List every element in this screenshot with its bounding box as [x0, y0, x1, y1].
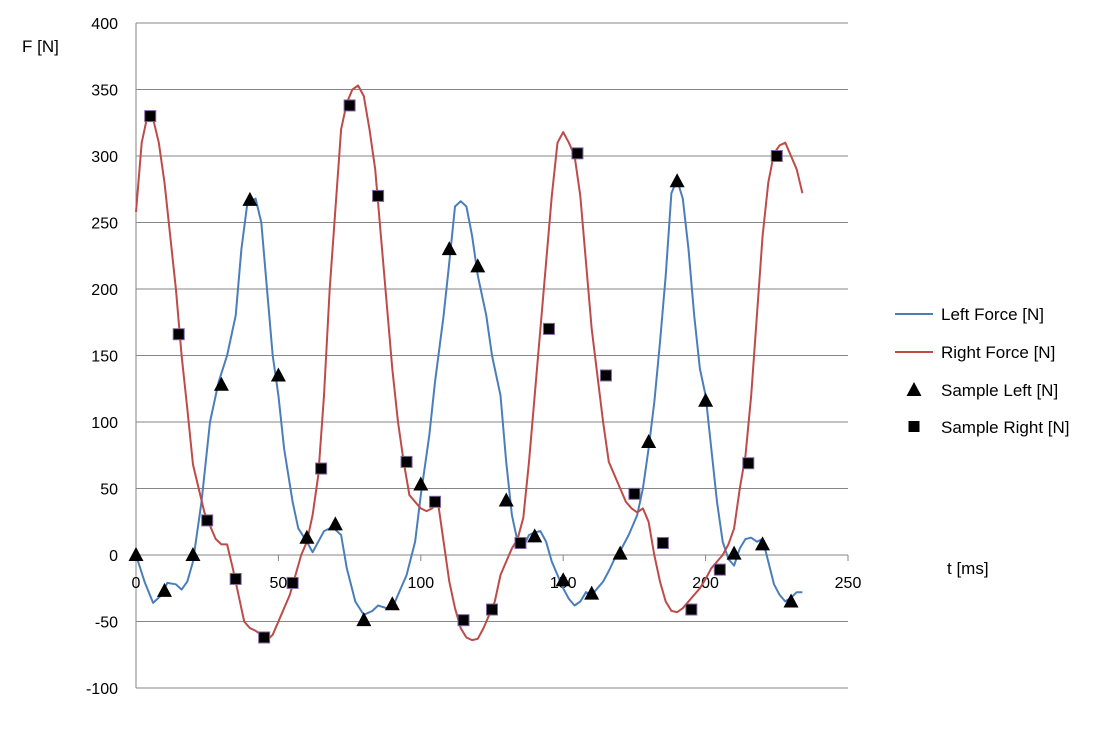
x-tick-label: 200 — [692, 575, 719, 592]
sample-right-point — [770, 150, 783, 162]
sample-right-point — [542, 322, 555, 335]
x-tick-label: 0 — [132, 575, 141, 592]
sample-right-point — [514, 537, 527, 550]
sample-right-point — [628, 487, 641, 500]
sample-left-point — [413, 476, 429, 491]
y-axis-title: F [N] — [22, 37, 59, 56]
y-tick-label: 150 — [91, 349, 118, 366]
sample-right-point — [571, 147, 584, 160]
sample-right-point — [742, 457, 755, 470]
legend-label: Right Force [N] — [941, 343, 1055, 362]
sample-left-point — [470, 258, 486, 273]
legend: Left Force [N] Right Force [N] Sample Left… — [895, 305, 1070, 437]
sample-right-point — [172, 328, 185, 341]
x-axis-title: t [ms] — [947, 559, 989, 578]
sample-right-point — [599, 369, 612, 382]
sample-right-point — [315, 462, 328, 475]
legend-label: Sample Left [N] — [941, 381, 1058, 400]
y-tick-label: 400 — [91, 16, 118, 33]
sample-left-point — [584, 585, 600, 600]
sample-left-point — [299, 529, 315, 544]
y-tick-label: -100 — [86, 681, 118, 698]
sample-right-point — [457, 614, 470, 627]
sample-left-point — [726, 545, 742, 560]
sample-left-point — [698, 392, 714, 407]
legend-swatch-triangle — [906, 382, 922, 396]
y-tick-label: 350 — [91, 83, 118, 100]
sample-left-point — [270, 367, 286, 382]
sample-right-point — [229, 572, 242, 585]
legend-label: Sample Right [N] — [941, 418, 1070, 437]
sample-right-point — [713, 563, 726, 576]
sample-left-point — [755, 536, 771, 551]
sample-left-point — [213, 376, 229, 391]
sample-right-point — [372, 189, 385, 202]
sample-left-point — [783, 593, 799, 608]
sample-right-point — [258, 631, 271, 644]
tick-labels: -100-50050100150200250300350400050100150… — [86, 16, 861, 698]
sample-left-point — [327, 516, 343, 531]
y-tick-label: 100 — [91, 415, 118, 432]
sample-left-point — [185, 547, 201, 561]
legend-label: Left Force [N] — [941, 305, 1044, 324]
sample-right-point — [685, 603, 698, 616]
sample-left-point — [128, 547, 144, 561]
y-tick-label: 0 — [109, 548, 118, 565]
sample-left-point — [498, 492, 514, 507]
y-tick-label: -50 — [95, 615, 118, 632]
sample-left-point — [441, 241, 457, 256]
y-tick-label: 300 — [91, 149, 118, 166]
sample-left-point — [384, 596, 400, 611]
sample-right-point — [400, 455, 413, 468]
sample-right-point — [486, 603, 498, 616]
sample-left-point — [555, 572, 571, 587]
sample-left-point — [669, 173, 685, 188]
sample-left-point — [242, 191, 258, 206]
sample-left-point — [356, 612, 372, 627]
sample-left-point — [156, 582, 172, 597]
y-tick-label: 50 — [100, 482, 118, 499]
sample-right-point — [656, 537, 669, 550]
legend-swatch-square — [908, 421, 920, 432]
y-tick-label: 200 — [91, 282, 118, 299]
series-line-1 — [135, 84, 804, 642]
sample-right-point — [429, 495, 442, 508]
series-layer — [135, 84, 804, 642]
sample-left-point — [612, 545, 628, 560]
sample-right-point — [343, 99, 356, 112]
x-tick-label: 250 — [835, 575, 862, 592]
series-line-0 — [135, 178, 803, 616]
sample-right-point — [201, 514, 214, 527]
x-tick-label: 100 — [407, 575, 434, 592]
x-tick-label: 50 — [270, 575, 288, 592]
sample-left-point — [527, 528, 543, 543]
marker-layer — [128, 99, 799, 644]
sample-right-point — [144, 110, 157, 123]
y-tick-label: 250 — [91, 216, 118, 233]
sample-right-point — [286, 576, 299, 589]
sample-left-point — [641, 433, 657, 448]
